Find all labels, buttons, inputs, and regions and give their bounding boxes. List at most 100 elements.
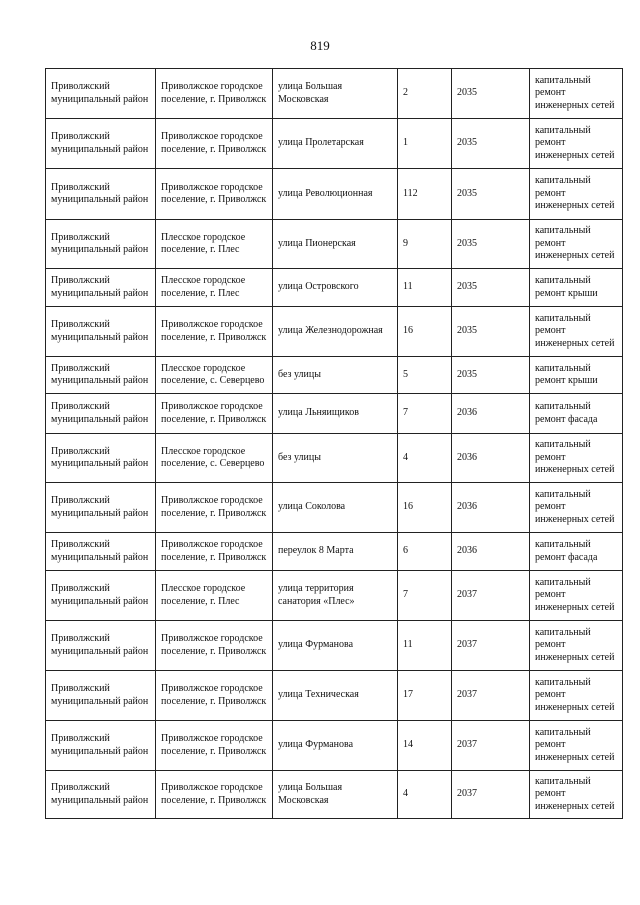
district-cell: Приволжский муниципальный район bbox=[45, 356, 156, 394]
settlement-cell: Плесское городское поселение, г. Плес bbox=[155, 268, 273, 307]
house-number-cell: 2 bbox=[397, 68, 452, 119]
house-number-cell: 16 bbox=[397, 306, 452, 357]
year-cell: 2037 bbox=[451, 670, 530, 721]
house-number-cell: 4 bbox=[397, 770, 452, 819]
street-cell: улица Островского bbox=[272, 268, 398, 307]
year-cell: 2036 bbox=[451, 433, 530, 483]
settlement-cell: Приволжское городское поселение, г. Прив… bbox=[155, 168, 273, 220]
work-type-cell: капитальный ремонт инженерных сетей bbox=[529, 118, 623, 169]
house-number-cell: 5 bbox=[397, 356, 452, 394]
table-row: Приволжский муниципальный район Плесское … bbox=[45, 268, 623, 307]
district-cell: Приволжский муниципальный район bbox=[45, 620, 156, 671]
table-row: Приволжский муниципальный район Плесское … bbox=[45, 433, 623, 483]
year-cell: 2035 bbox=[451, 68, 530, 119]
table-row: Приволжский муниципальный район Плесское … bbox=[45, 356, 623, 394]
street-cell: улица Большая Московская bbox=[272, 68, 398, 119]
table-row: Приволжский муниципальный район Приволжск… bbox=[45, 118, 623, 169]
district-cell: Приволжский муниципальный район bbox=[45, 532, 156, 571]
settlement-cell: Приволжское городское поселение, г. Прив… bbox=[155, 306, 273, 357]
street-cell: переулок 8 Марта bbox=[272, 532, 398, 571]
year-cell: 2037 bbox=[451, 620, 530, 671]
table-row: Приволжский муниципальный район Приволжск… bbox=[45, 770, 623, 819]
district-cell: Приволжский муниципальный район bbox=[45, 393, 156, 434]
house-number-cell: 112 bbox=[397, 168, 452, 220]
work-type-cell: капитальный ремонт инженерных сетей bbox=[529, 482, 623, 533]
district-cell: Приволжский муниципальный район bbox=[45, 720, 156, 771]
works-table: Приволжский муниципальный район Приволжск… bbox=[45, 68, 623, 819]
district-cell: Приволжский муниципальный район bbox=[45, 268, 156, 307]
work-type-cell: капитальный ремонт инженерных сетей bbox=[529, 219, 623, 269]
district-cell: Приволжский муниципальный район bbox=[45, 219, 156, 269]
year-cell: 2035 bbox=[451, 306, 530, 357]
street-cell: улица Большая Московская bbox=[272, 770, 398, 819]
district-cell: Приволжский муниципальный район bbox=[45, 482, 156, 533]
table-row: Приволжский муниципальный район Приволжск… bbox=[45, 393, 623, 434]
year-cell: 2037 bbox=[451, 770, 530, 819]
house-number-cell: 1 bbox=[397, 118, 452, 169]
work-type-cell: капитальный ремонт крыши bbox=[529, 356, 623, 394]
house-number-cell: 14 bbox=[397, 720, 452, 771]
table-row: Приволжский муниципальный район Приволжск… bbox=[45, 620, 623, 671]
house-number-cell: 7 bbox=[397, 570, 452, 621]
district-cell: Приволжский муниципальный район bbox=[45, 168, 156, 220]
district-cell: Приволжский муниципальный район bbox=[45, 670, 156, 721]
year-cell: 2037 bbox=[451, 720, 530, 771]
work-type-cell: капитальный ремонт крыши bbox=[529, 268, 623, 307]
table-row: Приволжский муниципальный район Приволжск… bbox=[45, 306, 623, 357]
settlement-cell: Плесское городское поселение, г. Плес bbox=[155, 219, 273, 269]
year-cell: 2035 bbox=[451, 219, 530, 269]
street-cell: без улицы bbox=[272, 433, 398, 483]
table-row: Приволжский муниципальный район Приволжск… bbox=[45, 168, 623, 220]
house-number-cell: 4 bbox=[397, 433, 452, 483]
district-cell: Приволжский муниципальный район bbox=[45, 570, 156, 621]
year-cell: 2037 bbox=[451, 570, 530, 621]
street-cell: улица Льняищиков bbox=[272, 393, 398, 434]
street-cell: улица Пионерская bbox=[272, 219, 398, 269]
year-cell: 2036 bbox=[451, 393, 530, 434]
street-cell: улица Революционная bbox=[272, 168, 398, 220]
settlement-cell: Приволжское городское поселение, г. Прив… bbox=[155, 670, 273, 721]
table-row: Приволжский муниципальный район Приволжск… bbox=[45, 670, 623, 721]
table-row: Приволжский муниципальный район Приволжск… bbox=[45, 68, 623, 119]
settlement-cell: Приволжское городское поселение, г. Прив… bbox=[155, 68, 273, 119]
street-cell: улица Фурманова bbox=[272, 620, 398, 671]
settlement-cell: Плесское городское поселение, г. Плес bbox=[155, 570, 273, 621]
settlement-cell: Плесское городское поселение, с. Северце… bbox=[155, 433, 273, 483]
district-cell: Приволжский муниципальный район bbox=[45, 68, 156, 119]
work-type-cell: капитальный ремонт инженерных сетей bbox=[529, 68, 623, 119]
work-type-cell: капитальный ремонт инженерных сетей bbox=[529, 306, 623, 357]
year-cell: 2036 bbox=[451, 482, 530, 533]
house-number-cell: 9 bbox=[397, 219, 452, 269]
year-cell: 2035 bbox=[451, 356, 530, 394]
year-cell: 2035 bbox=[451, 268, 530, 307]
street-cell: улица Техническая bbox=[272, 670, 398, 721]
settlement-cell: Приволжское городское поселение, г. Прив… bbox=[155, 118, 273, 169]
work-type-cell: капитальный ремонт инженерных сетей bbox=[529, 620, 623, 671]
house-number-cell: 17 bbox=[397, 670, 452, 721]
settlement-cell: Приволжское городское поселение, г. Прив… bbox=[155, 620, 273, 671]
settlement-cell: Приволжское городское поселение, г. Прив… bbox=[155, 770, 273, 819]
year-cell: 2035 bbox=[451, 168, 530, 220]
page-number: 819 bbox=[310, 38, 330, 53]
work-type-cell: капитальный ремонт фасада bbox=[529, 532, 623, 571]
year-cell: 2035 bbox=[451, 118, 530, 169]
table-row: Приволжский муниципальный район Приволжск… bbox=[45, 532, 623, 571]
work-type-cell: капитальный ремонт инженерных сетей bbox=[529, 570, 623, 621]
settlement-cell: Приволжское городское поселение, г. Прив… bbox=[155, 393, 273, 434]
district-cell: Приволжский муниципальный район bbox=[45, 770, 156, 819]
house-number-cell: 11 bbox=[397, 268, 452, 307]
house-number-cell: 16 bbox=[397, 482, 452, 533]
table-row: Приволжский муниципальный район Плесское … bbox=[45, 570, 623, 621]
street-cell: улица Пролетарская bbox=[272, 118, 398, 169]
street-cell: улица Соколова bbox=[272, 482, 398, 533]
work-type-cell: капитальный ремонт инженерных сетей bbox=[529, 720, 623, 771]
house-number-cell: 7 bbox=[397, 393, 452, 434]
district-cell: Приволжский муниципальный район bbox=[45, 306, 156, 357]
settlement-cell: Плесское городское поселение, с. Северце… bbox=[155, 356, 273, 394]
street-cell: улица территория санатория «Плес» bbox=[272, 570, 398, 621]
house-number-cell: 11 bbox=[397, 620, 452, 671]
district-cell: Приволжский муниципальный район bbox=[45, 433, 156, 483]
house-number-cell: 6 bbox=[397, 532, 452, 571]
work-type-cell: капитальный ремонт инженерных сетей bbox=[529, 770, 623, 819]
work-type-cell: капитальный ремонт инженерных сетей bbox=[529, 433, 623, 483]
